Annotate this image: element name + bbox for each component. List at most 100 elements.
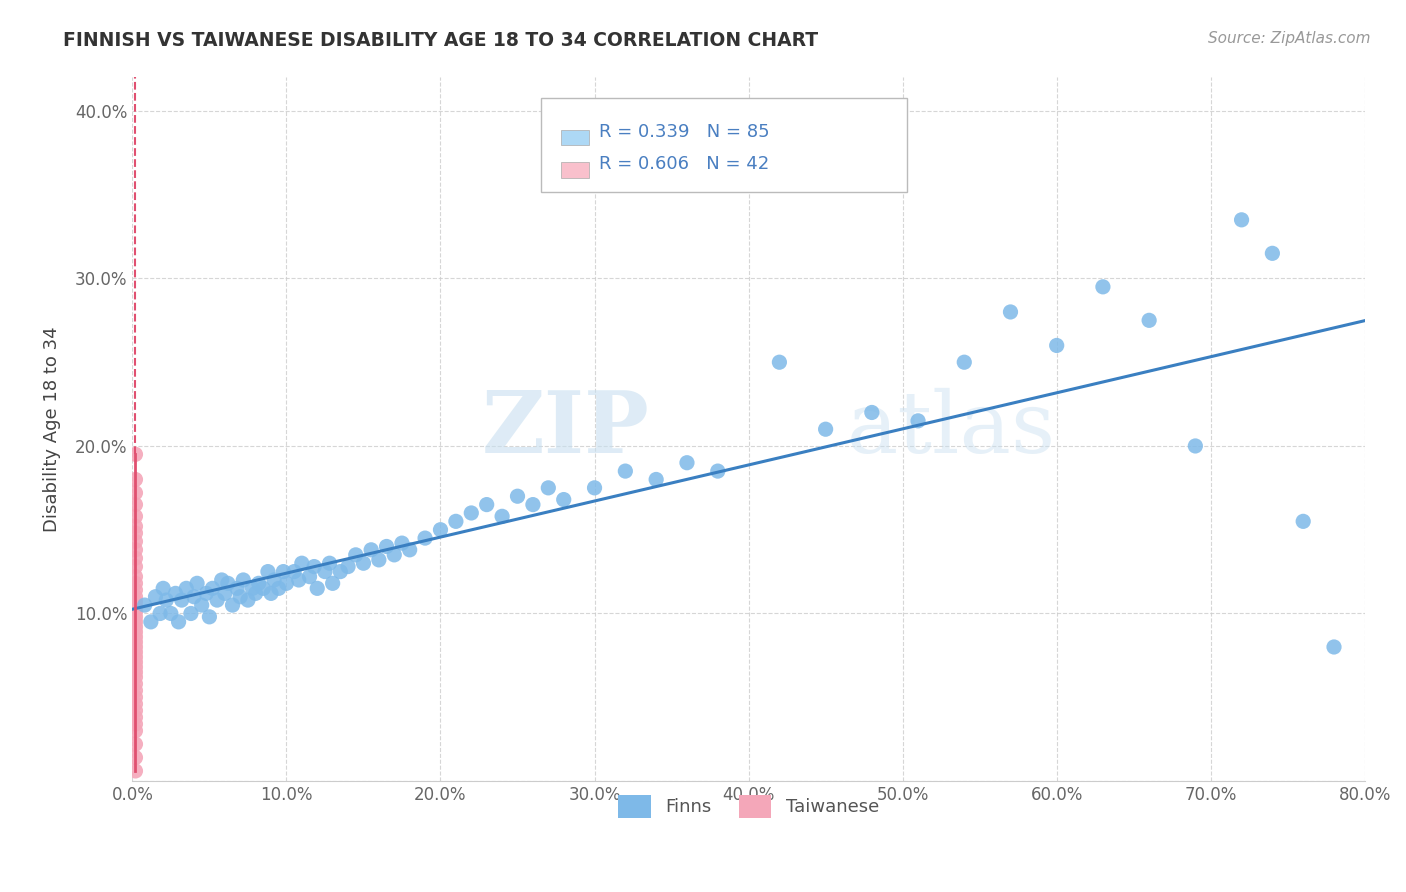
- Point: [124, 610, 146, 624]
- Point: [267, 582, 290, 596]
- Point: [302, 559, 325, 574]
- Point: [124, 737, 146, 751]
- Point: [180, 607, 202, 621]
- Point: [506, 489, 529, 503]
- Point: [124, 526, 146, 541]
- Point: [124, 509, 146, 524]
- Point: [124, 576, 146, 591]
- Point: [165, 586, 187, 600]
- Point: [205, 593, 228, 607]
- Point: [322, 576, 344, 591]
- Point: [124, 640, 146, 654]
- Point: [155, 593, 177, 607]
- Point: [124, 486, 146, 500]
- Point: [124, 764, 146, 778]
- Point: [263, 573, 285, 587]
- Point: [226, 582, 249, 596]
- Point: [344, 548, 367, 562]
- Point: [460, 506, 482, 520]
- Point: [614, 464, 637, 478]
- Point: [242, 582, 264, 596]
- Point: [167, 615, 190, 629]
- Point: [186, 576, 208, 591]
- Text: R = 0.606   N = 42: R = 0.606 N = 42: [599, 155, 769, 173]
- Point: [1137, 313, 1160, 327]
- Point: [170, 593, 193, 607]
- Point: [1292, 514, 1315, 528]
- Point: [907, 414, 929, 428]
- Point: [139, 615, 162, 629]
- Point: [183, 590, 205, 604]
- Point: [124, 582, 146, 597]
- Point: [124, 534, 146, 549]
- Point: [152, 582, 174, 596]
- Point: [283, 565, 305, 579]
- Point: [329, 565, 352, 579]
- Point: [124, 690, 146, 705]
- Y-axis label: Disability Age 18 to 34: Disability Age 18 to 34: [44, 326, 60, 532]
- Text: ZIP: ZIP: [482, 387, 650, 471]
- Point: [337, 559, 360, 574]
- Point: [314, 565, 336, 579]
- Point: [1184, 439, 1206, 453]
- Point: [214, 586, 236, 600]
- Text: atlas: atlas: [848, 388, 1056, 471]
- Point: [124, 605, 146, 619]
- Point: [124, 677, 146, 691]
- Point: [367, 553, 389, 567]
- Point: [553, 492, 575, 507]
- Point: [124, 655, 146, 669]
- Point: [217, 576, 239, 591]
- Point: [124, 630, 146, 644]
- Point: [318, 556, 340, 570]
- Point: [124, 498, 146, 512]
- Point: [537, 481, 560, 495]
- Point: [124, 519, 146, 533]
- Point: [160, 607, 183, 621]
- Point: [229, 590, 252, 604]
- Point: [522, 498, 544, 512]
- Point: [124, 717, 146, 731]
- Point: [287, 573, 309, 587]
- Point: [124, 670, 146, 684]
- Point: [236, 593, 259, 607]
- Point: [124, 615, 146, 629]
- Point: [375, 540, 398, 554]
- Point: [124, 710, 146, 724]
- Point: [124, 559, 146, 574]
- Text: FINNISH VS TAIWANESE DISABILITY AGE 18 TO 34 CORRELATION CHART: FINNISH VS TAIWANESE DISABILITY AGE 18 T…: [63, 31, 818, 50]
- Point: [1000, 305, 1022, 319]
- Point: [953, 355, 976, 369]
- Point: [124, 473, 146, 487]
- Point: [232, 573, 254, 587]
- Point: [124, 542, 146, 557]
- Point: [124, 750, 146, 764]
- Text: Source: ZipAtlas.com: Source: ZipAtlas.com: [1208, 31, 1371, 46]
- Point: [247, 576, 270, 591]
- Legend: Finns, Taiwanese: Finns, Taiwanese: [612, 789, 886, 825]
- Point: [124, 447, 146, 461]
- Point: [124, 620, 146, 634]
- Point: [195, 586, 218, 600]
- Point: [145, 590, 167, 604]
- Point: [124, 697, 146, 711]
- Point: [124, 590, 146, 604]
- Point: [444, 514, 467, 528]
- Point: [124, 645, 146, 659]
- Point: [768, 355, 790, 369]
- Point: [124, 569, 146, 583]
- Point: [860, 405, 883, 419]
- Point: [124, 660, 146, 674]
- Point: [1046, 338, 1069, 352]
- Point: [491, 509, 513, 524]
- Point: [676, 456, 699, 470]
- Point: [475, 498, 498, 512]
- Point: [124, 599, 146, 614]
- Point: [124, 624, 146, 639]
- Point: [307, 582, 329, 596]
- Point: [353, 556, 375, 570]
- Point: [583, 481, 606, 495]
- Point: [1323, 640, 1346, 654]
- Point: [198, 610, 221, 624]
- Point: [124, 665, 146, 679]
